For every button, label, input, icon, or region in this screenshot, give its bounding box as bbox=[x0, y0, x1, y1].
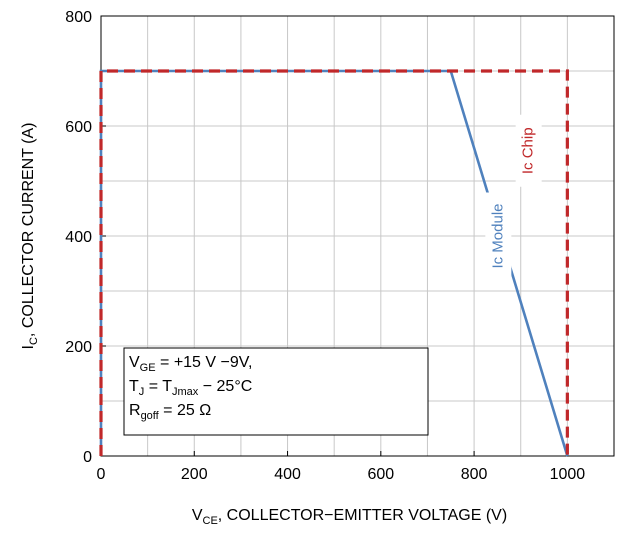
x-tick-label: 600 bbox=[367, 466, 394, 483]
x-tick-label: 200 bbox=[181, 466, 208, 483]
x-axis-title-rest: , COLLECTOR−EMITTER VOLTAGE (V) bbox=[218, 507, 507, 524]
x-tick-label: 1000 bbox=[550, 466, 586, 483]
conditions-text: = +15 V −9V, bbox=[156, 354, 253, 371]
y-tick-label: 600 bbox=[65, 119, 92, 136]
axis-ticks: 0 200 400 600 800 1000 0 200 400 600 800 bbox=[65, 9, 585, 483]
x-tick-label: 0 bbox=[97, 466, 106, 483]
y-axis-title-main: I bbox=[20, 345, 37, 349]
conditions-box: VGE = +15 V −9V, TJ = TJmax − 25°C Rgoff =… bbox=[123, 347, 429, 436]
annotation-backdrop bbox=[515, 114, 542, 187]
y-tick-label: 0 bbox=[83, 449, 92, 466]
conditions-subscript: goff bbox=[141, 410, 160, 422]
conditions-text: − 25°C bbox=[198, 378, 252, 395]
conditions-text: R bbox=[129, 402, 141, 419]
x-axis-title-sub: CE bbox=[203, 515, 218, 527]
x-tick-label: 400 bbox=[274, 466, 301, 483]
conditions-box-frame bbox=[123, 347, 429, 436]
conditions-subscript: Jmax bbox=[172, 386, 199, 398]
conditions-subscript: GE bbox=[140, 362, 156, 374]
series-annotations: Ic Module Ic Chip bbox=[485, 114, 542, 280]
conditions-subscript: J bbox=[139, 386, 145, 398]
x-axis-title-main: V bbox=[192, 507, 203, 524]
y-tick-label: 400 bbox=[65, 229, 92, 246]
y-tick-label: 200 bbox=[65, 339, 92, 356]
conditions-text: V bbox=[129, 354, 140, 371]
annotation-module: Ic Module bbox=[489, 203, 506, 268]
series-line-ic-chip bbox=[99, 69, 569, 456]
y-axis-title-rest: , COLLECTOR CURRENT (A) bbox=[20, 123, 37, 338]
annotation-backdrop bbox=[485, 192, 512, 280]
conditions-text: = T bbox=[144, 378, 172, 395]
conditions-line: VGE = +15 V −9V, bbox=[129, 354, 252, 374]
y-axis-title: IC, COLLECTOR CURRENT (A) bbox=[20, 123, 40, 350]
x-tick-label: 800 bbox=[461, 466, 488, 483]
conditions-line: TJ = TJmax − 25°C bbox=[129, 378, 252, 398]
annotation-chip: Ic Chip bbox=[520, 127, 537, 174]
conditions-text: T bbox=[129, 378, 139, 395]
x-axis-title: VCE, COLLECTOR−EMITTER VOLTAGE (V) bbox=[192, 507, 507, 527]
y-axis-title-sub: C bbox=[28, 337, 40, 345]
conditions-line: Rgoff = 25 Ω bbox=[129, 402, 211, 422]
conditions-text: = 25 Ω bbox=[159, 402, 211, 419]
y-tick-label: 800 bbox=[65, 9, 92, 26]
